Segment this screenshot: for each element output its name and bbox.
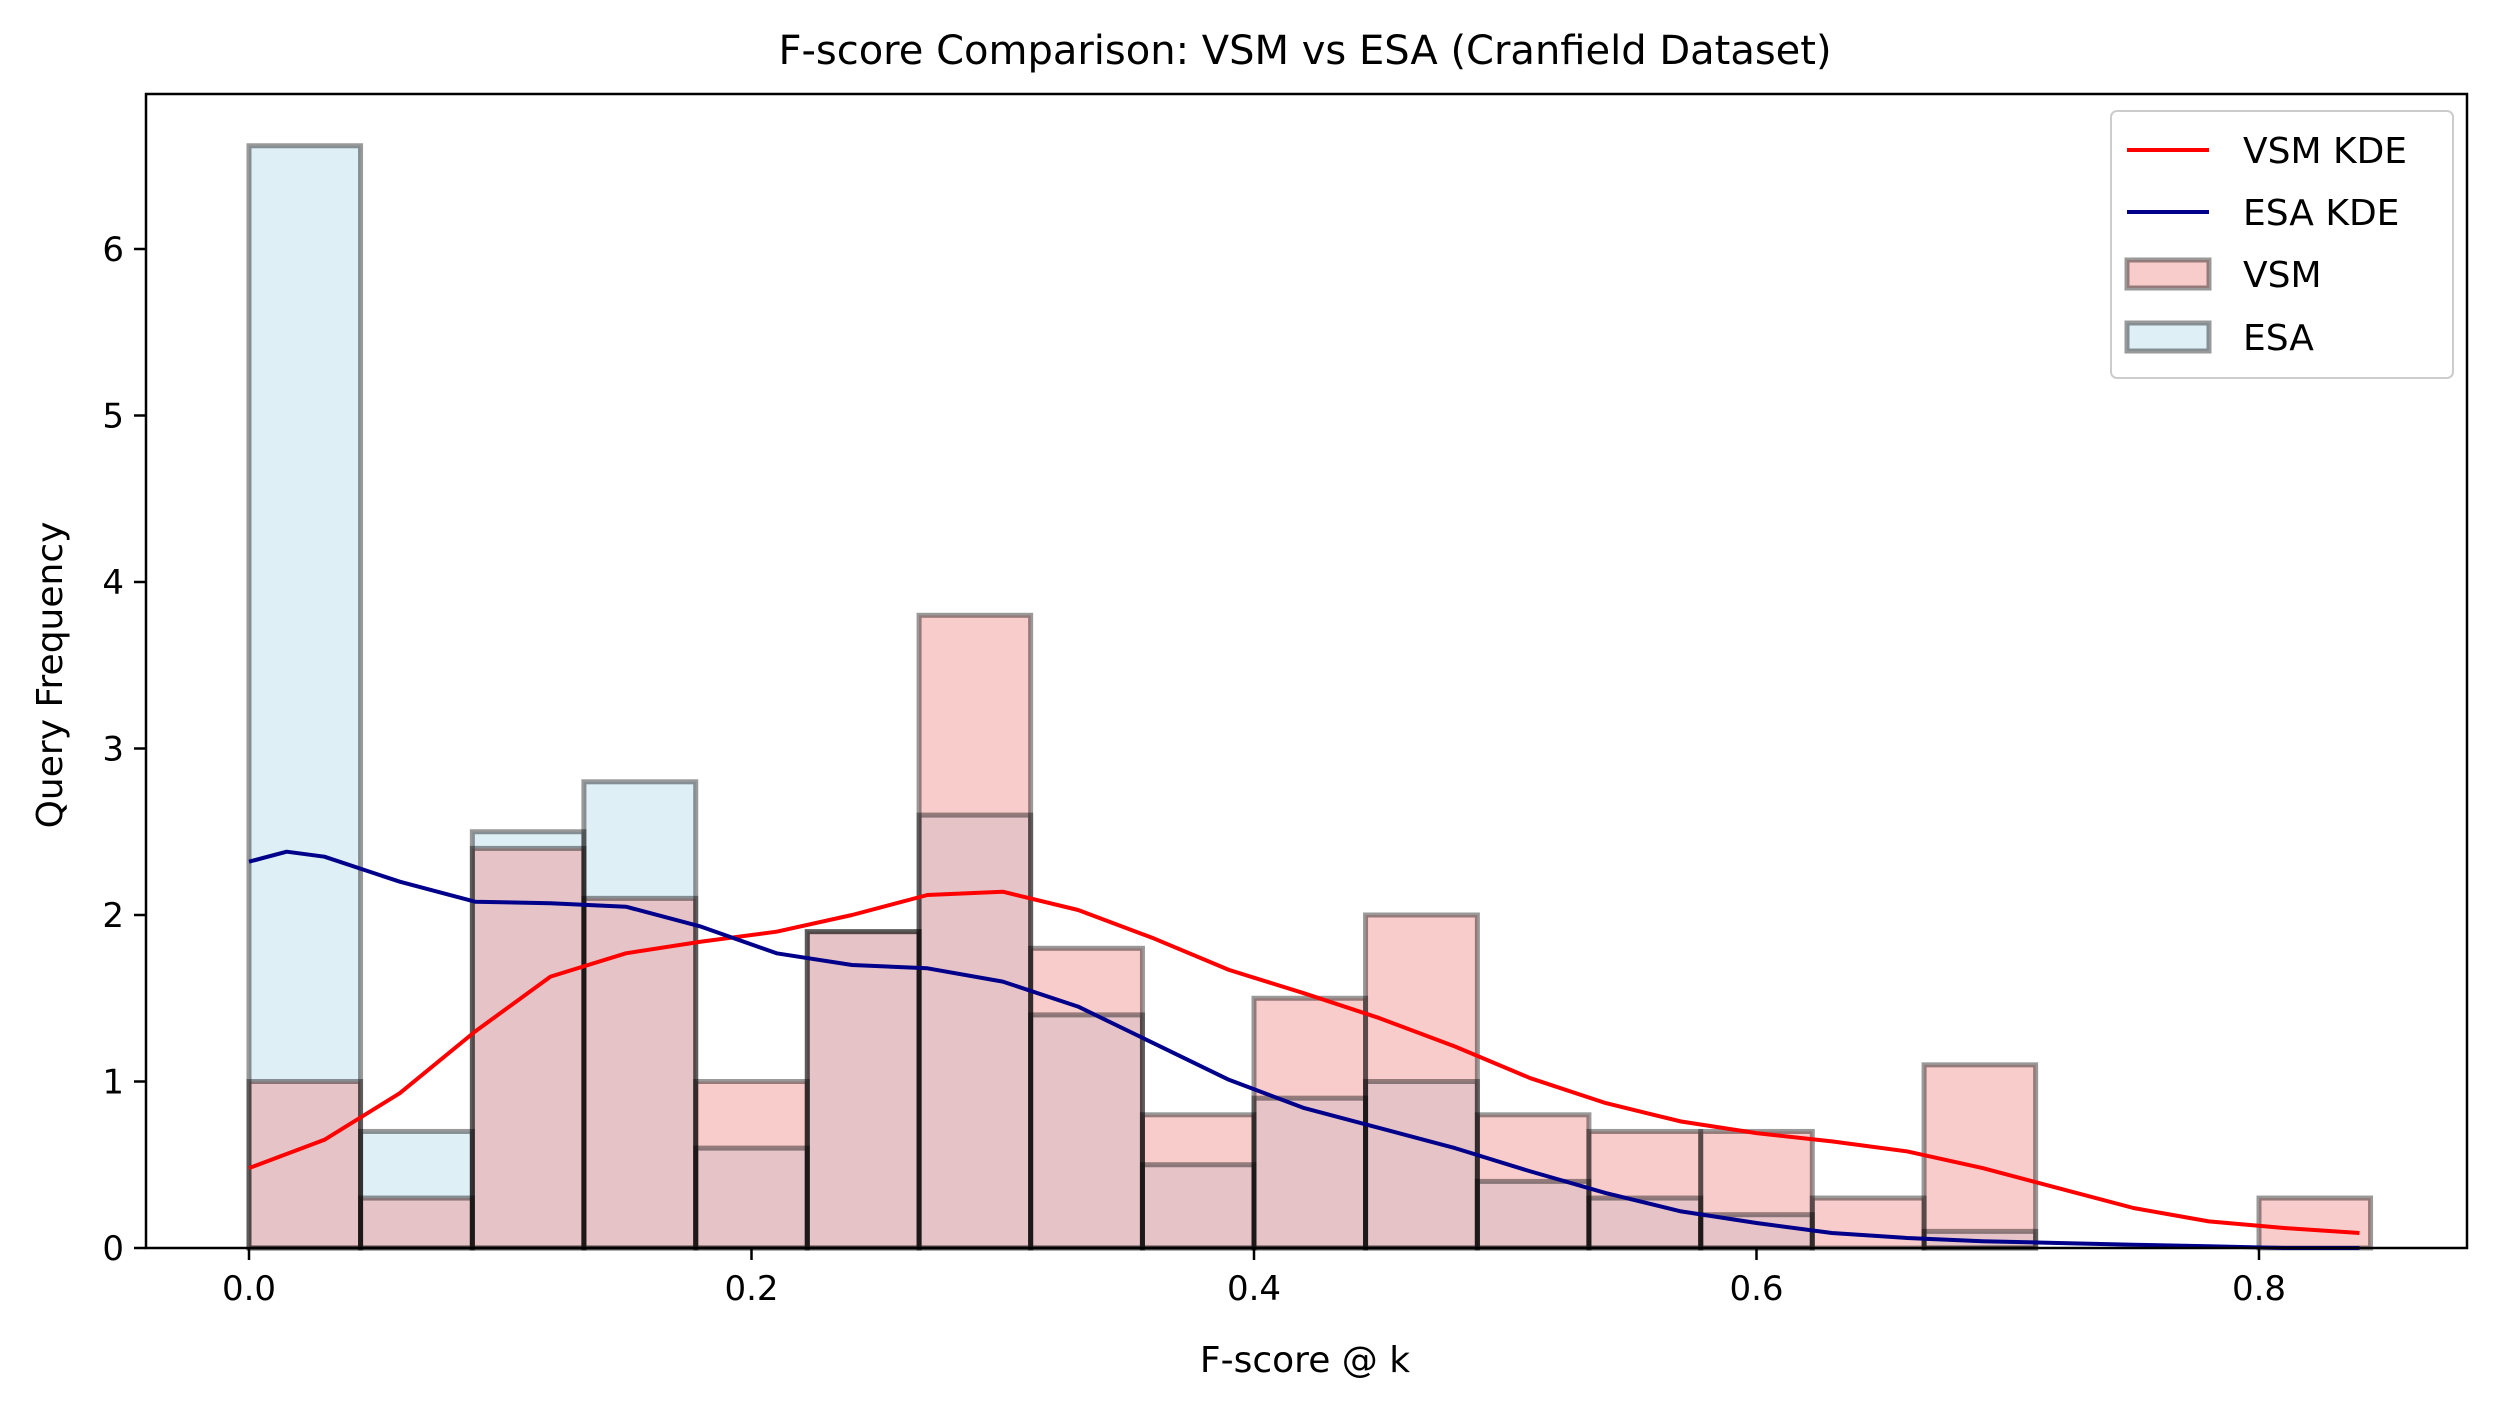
y-tick-label: 4 [102,563,124,603]
bar-vsm-13 [1700,1131,1813,1215]
histogram-bars [246,143,2374,1251]
bar-overlap-10 [1365,1081,1478,1248]
bar-vsm-4 [695,1081,808,1149]
x-tick-label: 0.2 [724,1269,778,1309]
y-tick-label: 3 [102,730,124,770]
bar-overlap-12 [1588,1198,1701,1248]
bar-overlap-0 [249,1081,361,1248]
legend-swatch-vsm [2124,257,2212,291]
bar-vsm-6 [919,615,1031,816]
bar-vsm-10 [1365,915,1478,1082]
bar-overlap-3 [583,898,696,1248]
bar-vsm-14 [1812,1198,1925,1248]
legend-swatch-esa [2124,320,2212,354]
bar-vsm-7 [1030,948,1143,1015]
x-tick-label: 0.4 [1227,1269,1281,1309]
bar-vsm-18 [2259,1198,2371,1248]
x-axis-label: F-score @ k [1200,1340,1410,1381]
bar-esa-3 [583,781,696,899]
plot-area-frame [144,92,2469,1250]
bar-overlap-7 [1030,1014,1143,1248]
x-axis-ticks: 0.0 0.2 0.4 0.6 0.8 [222,1248,2286,1309]
legend-label: VSM KDE [2243,131,2407,172]
bar-overlap-6 [919,815,1031,1248]
bar-overlap-2 [472,848,584,1248]
legend-box [2110,110,2454,379]
y-tick-label: 1 [102,1063,124,1103]
vsm-kde-line [248,889,2360,1235]
y-axis-ticks: 0 1 2 3 4 5 6 [102,230,146,1269]
chart-title: F-score Comparison: VSM vs ESA (Cranfiel… [778,28,1831,74]
bar-overlap-4 [695,1148,808,1248]
bar-overlap-13 [1700,1214,1813,1248]
y-axis-label: Query Frequency [30,522,71,829]
bar-overlap-5 [807,931,920,1248]
legend-label: ESA [2243,318,2314,359]
bar-vsm-15 [1924,1064,2036,1232]
y-tick-label: 0 [102,1229,124,1269]
x-tick-label: 0.6 [1729,1269,1783,1309]
bar-vsm-8 [1142,1114,1254,1165]
esa-kde-line [248,849,2360,1250]
y-tick-label: 6 [102,230,124,270]
bar-vsm-9 [1254,998,1366,1099]
kde-lines [248,849,2360,1250]
x-tick-label: 0.8 [2232,1269,2286,1309]
bar-overlap-8 [1142,1164,1254,1248]
y-tick-label: 5 [102,397,124,437]
bar-esa-1 [360,1131,473,1199]
bar-overlap-9 [1254,1098,1366,1248]
y-tick-label: 2 [102,896,124,936]
legend-label: ESA KDE [2243,193,2399,234]
bar-esa-2 [472,831,584,849]
bar-overlap-11 [1477,1181,1589,1248]
legend: VSM KDE ESA KDE VSM ESA [2110,110,2454,379]
bar-overlap-1 [360,1198,473,1248]
legend-label: VSM [2243,255,2322,296]
bar-esa-0 [249,145,361,1082]
x-tick-label: 0.0 [222,1269,276,1309]
bar-vsm-12 [1588,1131,1701,1199]
